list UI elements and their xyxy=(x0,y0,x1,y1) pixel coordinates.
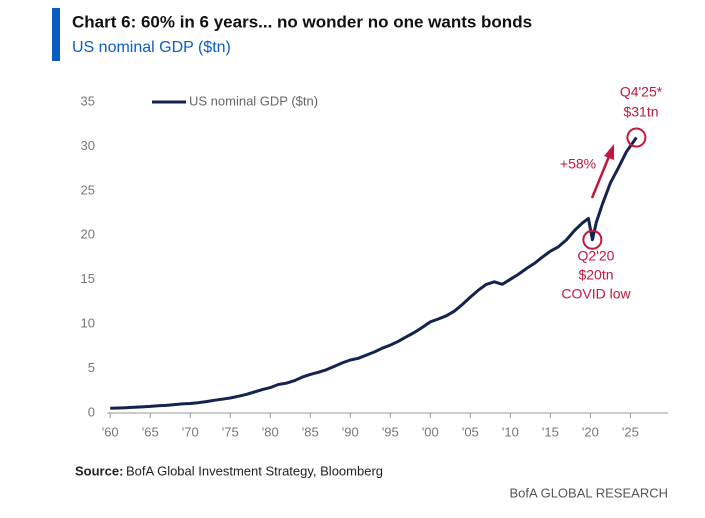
y-tick-label: 0 xyxy=(88,404,95,419)
y-tick-label: 5 xyxy=(88,360,95,375)
series-line xyxy=(110,136,638,410)
x-tick-label: '75 xyxy=(222,424,239,439)
y-tick-label: 25 xyxy=(81,182,95,197)
x-tick-label: '70 xyxy=(182,424,199,439)
annotation: Q4'25* xyxy=(620,84,663,100)
highlight-circle xyxy=(626,127,647,148)
legend-label: US nominal GDP ($tn) xyxy=(189,93,318,108)
source-label: Source: xyxy=(75,463,123,478)
x-tick-label: '80 xyxy=(262,424,279,439)
x-tick-label: '00 xyxy=(422,424,439,439)
footer: BofA GLOBAL RESEARCH xyxy=(510,485,668,500)
annotation: +58% xyxy=(560,156,596,172)
source-text: BofA Global Investment Strategy, Bloombe… xyxy=(126,463,383,478)
x-tick-label: '05 xyxy=(462,424,479,439)
x-tick-label: '60 xyxy=(102,424,119,439)
x-tick-label: '85 xyxy=(302,424,319,439)
y-tick-label: 10 xyxy=(81,316,95,331)
arrow-head xyxy=(604,144,614,160)
x-tick-label: '95 xyxy=(382,424,399,439)
annotation: COVID low xyxy=(561,286,631,302)
x-tick-label: '25 xyxy=(622,424,639,439)
title-bar xyxy=(52,8,60,61)
highlight-circle xyxy=(582,229,603,250)
y-tick-label: 15 xyxy=(81,271,95,286)
y-tick-label: 35 xyxy=(81,93,95,108)
x-tick-label: '10 xyxy=(502,424,519,439)
annotation: Q2'20 xyxy=(578,248,615,264)
chart-title: Chart 6: 60% in 6 years... no wonder no … xyxy=(72,12,532,31)
y-tick-label: 30 xyxy=(81,138,95,153)
x-tick-label: '20 xyxy=(582,424,599,439)
annotation: $20tn xyxy=(578,267,613,283)
x-tick-label: '65 xyxy=(142,424,159,439)
annotation: $31tn xyxy=(623,104,658,120)
y-tick-label: 20 xyxy=(81,227,95,242)
growth-arrow xyxy=(590,153,612,199)
chart-subtitle: US nominal GDP ($tn) xyxy=(72,39,231,56)
x-tick-label: '90 xyxy=(342,424,359,439)
x-tick-label: '15 xyxy=(542,424,559,439)
